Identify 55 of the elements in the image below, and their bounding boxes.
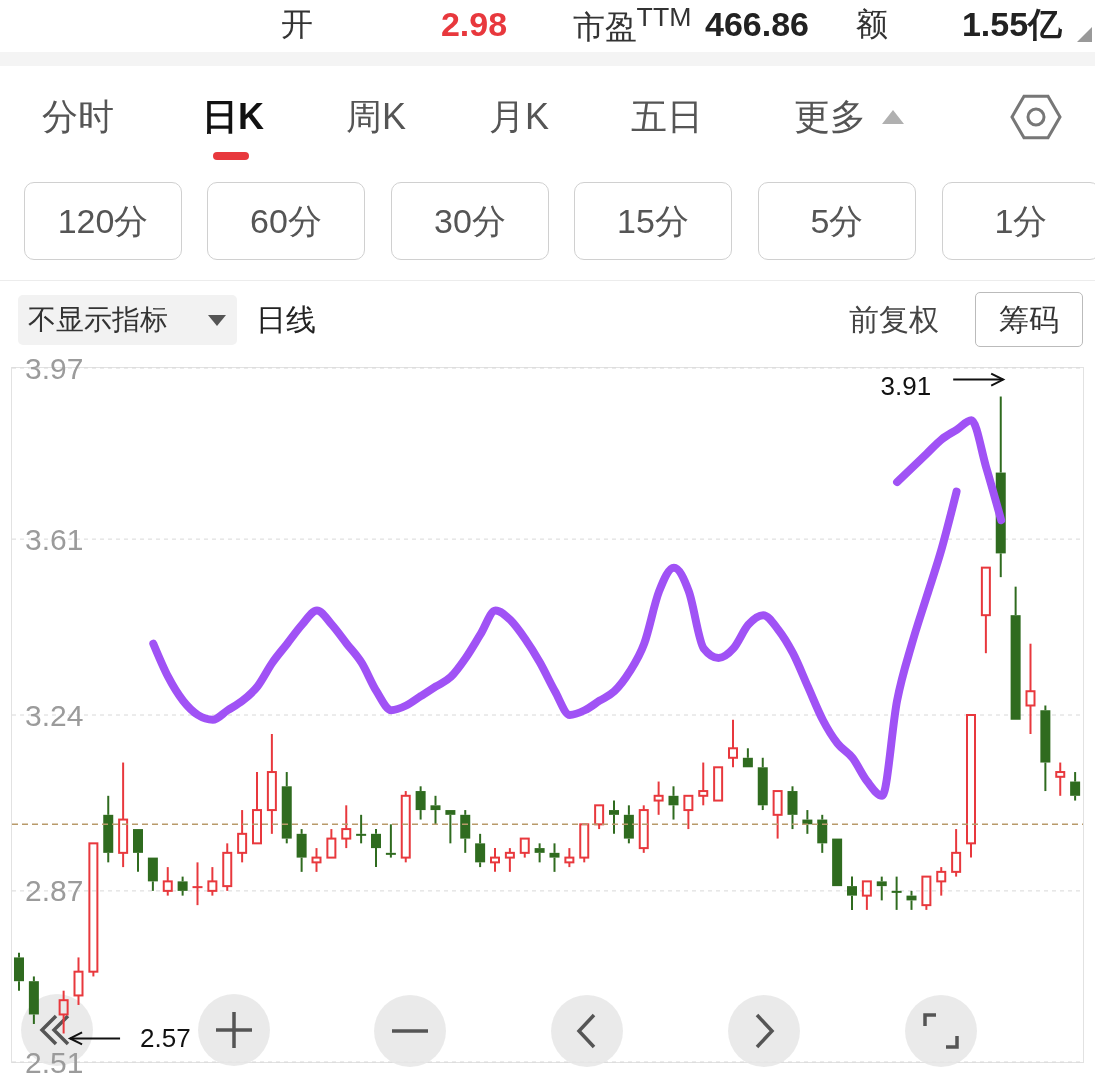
candlestick: [1070, 771, 1081, 802]
candlestick: [1025, 642, 1036, 736]
candlestick: [371, 828, 381, 869]
button: 5分: [758, 182, 916, 260]
candlestick: [609, 799, 619, 835]
text: 分时: [42, 95, 114, 139]
candlestick: [847, 875, 857, 911]
candlestick: [266, 733, 277, 835]
candlestick: [787, 785, 798, 831]
button: 60分: [207, 182, 365, 260]
text: 周K: [345, 95, 407, 139]
candlestick: [534, 842, 545, 864]
candlestick: [192, 861, 203, 907]
candlestick: [891, 875, 902, 911]
button: 筹码: [975, 292, 1083, 347]
text: 更多: [794, 95, 866, 139]
candlestick: [817, 813, 828, 854]
candlestick: [415, 785, 426, 821]
candlestick: [118, 761, 129, 869]
text: 日线: [256, 302, 316, 338]
candlestick: [757, 756, 768, 812]
y-tick-label: 3.61: [25, 522, 84, 556]
text: 市盈$^{TTM}$: [572, 1, 692, 47]
y-tick-label: 2.51: [25, 1045, 84, 1079]
annotation: 2.57: [140, 1023, 191, 1054]
y-tick-label: 3.97: [25, 351, 84, 385]
text: 1.55亿: [961, 3, 1063, 45]
text: 日K: [202, 95, 264, 139]
button: 15分: [574, 182, 732, 260]
annotation: 3.91: [880, 370, 932, 401]
text: 466.86: [705, 3, 809, 45]
candlestick: [549, 842, 560, 873]
candlestick: [311, 847, 322, 873]
text: 2.98: [440, 3, 508, 45]
candlestick: [475, 832, 486, 869]
text: 额: [856, 4, 888, 44]
dropdown: 不显示指标: [18, 295, 237, 345]
button: 30分: [391, 182, 549, 260]
candlestick: [668, 785, 679, 821]
candlestick: [28, 975, 39, 1025]
button: 120分: [24, 182, 182, 260]
candlestick: [73, 956, 84, 1006]
candlestick: [490, 847, 500, 873]
candlestick: [296, 828, 307, 873]
candlestick: [1040, 704, 1051, 793]
text: 开: [281, 4, 313, 44]
y-tick-label: 2.87: [25, 874, 84, 908]
y-tick-label: 3.24: [25, 698, 84, 732]
candlestick: [430, 794, 441, 826]
candlestick: [103, 794, 114, 864]
text: 五日: [631, 95, 703, 139]
text: 月K: [488, 95, 550, 139]
candlestick: [460, 809, 471, 854]
candlestick: [653, 780, 664, 816]
text: 前复权: [849, 302, 939, 338]
